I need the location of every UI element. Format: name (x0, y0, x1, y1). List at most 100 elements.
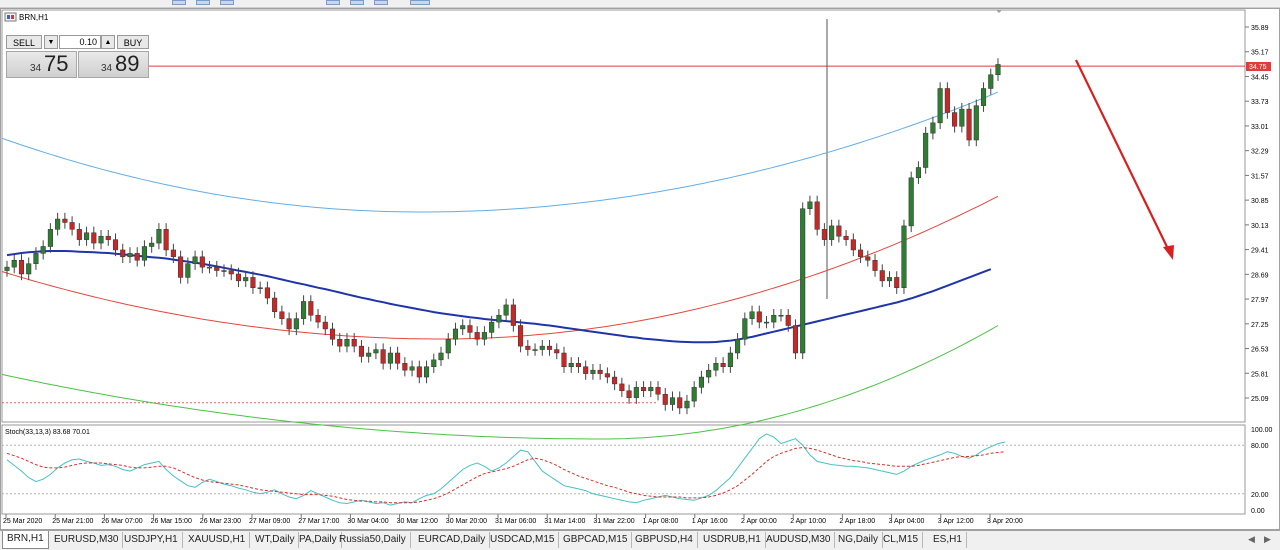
arrow-down-icon[interactable] (1075, 59, 1171, 254)
buy-button[interactable]: BUY (117, 35, 149, 49)
tab-chart[interactable]: AUDUSD,M30 (762, 532, 836, 548)
buy-price-prefix: 34 (101, 63, 113, 74)
toolbar-button[interactable] (410, 0, 430, 5)
candle-body (91, 232, 97, 244)
candle-body (409, 366, 415, 371)
time-axis-label: 27 Mar 09:00 (249, 518, 290, 525)
price-axis-label: 33.73 (1251, 99, 1269, 106)
candle-body (380, 349, 386, 364)
candle-body (546, 345, 553, 350)
current-price-label: 34.75 (1249, 64, 1267, 71)
shift-marker-icon[interactable] (996, 10, 1002, 13)
tab-scroll-right-icon[interactable]: ▶ (1264, 534, 1271, 544)
sell-price-main: 75 (44, 51, 69, 76)
time-axis-label: 26 Mar 23:00 (200, 518, 241, 525)
candle-body (937, 88, 943, 124)
candle-body (40, 246, 46, 254)
toolbar-button[interactable] (374, 0, 388, 5)
tab-scroll-left-icon[interactable]: ◀ (1248, 534, 1255, 544)
candle-body (460, 325, 466, 330)
tab-chart[interactable]: ES,H1 (929, 532, 967, 548)
tab-chart[interactable]: NG,Daily (834, 532, 884, 548)
tab-chart[interactable]: USDCAD,M15 (486, 532, 560, 548)
candle-body (55, 218, 61, 230)
time-axis-label: 30 Mar 20:00 (446, 518, 487, 525)
candle-body (431, 359, 437, 367)
candle-body (604, 373, 610, 378)
stochastic-panel (1, 424, 1246, 515)
chart-window[interactable]: 35.89 35.17 34.45 33.73 33.01 32.29 31.57 30.85… (0, 8, 1280, 530)
candle-body (865, 256, 871, 261)
current-price-tag (1246, 62, 1271, 71)
price-axis-label: 35.17 (1251, 50, 1269, 57)
time-axis-label: 3 Apr 20:00 (987, 518, 1023, 525)
toolbar-button[interactable] (196, 0, 210, 5)
candle-body (163, 229, 169, 251)
candle-body (134, 253, 140, 261)
envelope-middle-line (1, 195, 999, 340)
tab-chart[interactable]: BRN,H1 (2, 531, 49, 549)
tab-chart[interactable]: WT,Daily (251, 532, 300, 548)
sell-button[interactable]: SELL (6, 35, 42, 49)
chart-canvas[interactable]: 35.89 35.17 34.45 33.73 33.01 32.29 31.57 30.85… (1, 9, 1279, 529)
candle-body (510, 304, 516, 326)
candle-body (26, 263, 32, 275)
price-axis-label: 30.13 (1251, 223, 1269, 230)
tab-chart[interactable]: GBPUSD,H4 (631, 532, 698, 548)
buy-price-main: 89 (115, 51, 140, 76)
candle-body (792, 325, 799, 354)
candle-body (120, 249, 126, 258)
candle-body (112, 239, 119, 251)
candle-body (525, 345, 531, 350)
tab-chart[interactable]: GBPCAD,M15 (559, 532, 633, 548)
time-axis-label: 31 Mar 14:00 (544, 518, 585, 525)
candle-body (322, 321, 328, 330)
price-axis-label: 30.85 (1251, 198, 1269, 205)
volume-dropdown-icon[interactable]: ▼ (44, 35, 58, 49)
tab-chart[interactable]: XAUUSD,H1 (184, 532, 251, 548)
candle-body (583, 366, 589, 374)
volume-up-icon[interactable]: ▲ (101, 35, 115, 49)
tab-chart[interactable]: PA,Daily (295, 532, 342, 548)
candle-body (351, 339, 357, 347)
toolbar-button[interactable] (326, 0, 340, 5)
chart-tabs-bar: BRN,H1 EURUSD,M30 USDJPY,H1 XAUUSD,H1 WT,Dai… (0, 530, 1280, 550)
candle-body (47, 229, 53, 247)
candle-body (11, 259, 17, 268)
volume-input[interactable]: 0.10 (59, 35, 101, 49)
candle-body (684, 400, 690, 409)
time-axis-label: 27 Mar 17:00 (298, 518, 339, 525)
candle-body (337, 339, 343, 347)
time-axis-label: 3 Apr 12:00 (938, 518, 974, 525)
tab-chart[interactable]: USDRUB,H1 (699, 532, 766, 548)
candle-body (76, 229, 82, 240)
candle-body (127, 253, 133, 258)
price-axis-label: 27.25 (1251, 322, 1269, 329)
candle-body (395, 352, 401, 364)
tab-chart[interactable]: EURUSD,M30 (50, 532, 124, 548)
candle-body (669, 397, 676, 405)
toolbar-button[interactable] (220, 0, 234, 5)
candle-body (626, 390, 632, 398)
sell-price-box[interactable]: 34 75 (6, 51, 77, 78)
price-axis-label: 25.81 (1251, 371, 1269, 378)
tab-chart[interactable]: USDJPY,H1 (120, 532, 183, 548)
buy-price-box[interactable]: 34 89 (78, 51, 149, 78)
candle-body (807, 201, 813, 209)
candle-body (235, 273, 242, 282)
candle-body (742, 318, 748, 340)
candle-body (879, 270, 885, 282)
candle-body (706, 369, 712, 378)
candle-body (149, 242, 155, 247)
candle-body (279, 311, 285, 319)
tab-chart[interactable]: EURCAD,Daily (414, 532, 491, 548)
tab-chart[interactable]: CL,M15 (879, 532, 924, 548)
toolbar-button[interactable] (172, 0, 186, 5)
candle-body (749, 311, 755, 319)
time-axis-label: 25 Mar 21:00 (52, 518, 93, 525)
candle-body (966, 108, 972, 141)
toolbar-button[interactable] (350, 0, 364, 5)
tab-chart[interactable]: Russia50,Daily (335, 532, 411, 548)
stochastic-axis-label: 20.00 (1251, 492, 1269, 499)
stochastic-signal-line (6, 447, 1006, 504)
